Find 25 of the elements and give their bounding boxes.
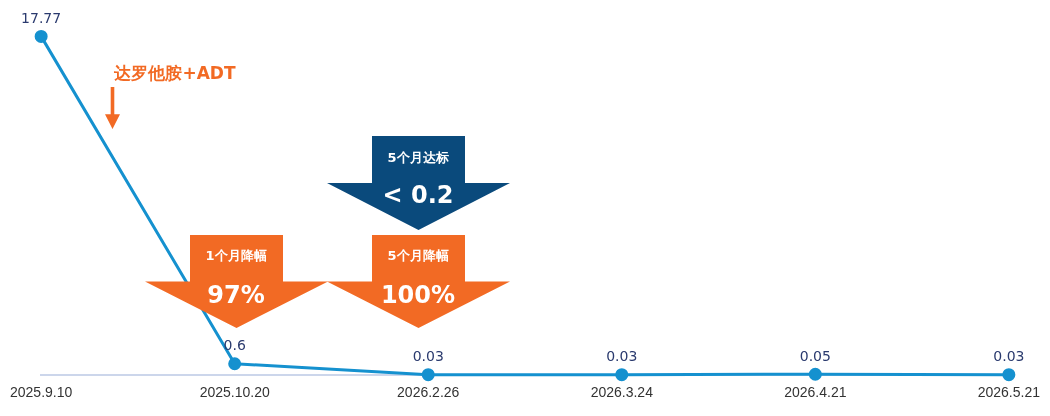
data-label: 0.05	[799, 347, 831, 364]
x-tick-label: 2026.3.24	[590, 384, 654, 401]
data-label: 0.03	[993, 348, 1025, 365]
x-tick-label: 2026.4.21	[784, 384, 847, 401]
annotation: 97%	[207, 281, 265, 309]
annotation: 100%	[380, 281, 456, 309]
point	[421, 368, 435, 382]
annotation: 5个月降幅	[387, 247, 449, 263]
data-label: 0.6	[223, 337, 246, 354]
point	[615, 368, 629, 382]
data-label: 0.03	[606, 348, 638, 365]
point	[228, 357, 242, 371]
x-tick-label: 2026.2.26	[397, 384, 460, 401]
point	[1002, 368, 1016, 382]
x-tick-label: 2025.9.10	[9, 384, 73, 401]
data-label: 0.03	[412, 348, 444, 365]
point	[808, 367, 822, 381]
annotation: < 0.2	[382, 181, 454, 209]
annotation: 5个月达标	[387, 149, 449, 165]
point	[34, 29, 48, 43]
annotation: 达罗他胺+ADT	[114, 62, 236, 83]
x-tick-label: 2025.10.20	[199, 384, 270, 401]
x-tick-label: 2026.5.21	[977, 384, 1041, 401]
data-label: 17.77	[21, 10, 62, 27]
annotation: 1个月降幅	[205, 247, 267, 263]
